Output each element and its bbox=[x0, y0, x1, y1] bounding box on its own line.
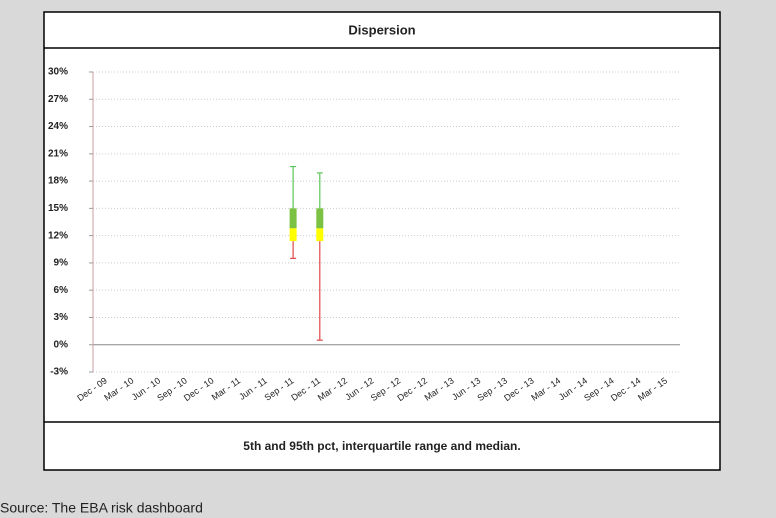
lower-box bbox=[316, 228, 324, 242]
chart-frame bbox=[43, 11, 721, 471]
y-tick-label: 24% bbox=[48, 121, 68, 132]
y-tick-label: 30% bbox=[48, 67, 68, 78]
y-tick-label: 15% bbox=[48, 203, 68, 214]
y-tick-label: 21% bbox=[48, 148, 68, 159]
upper-box bbox=[289, 208, 297, 229]
y-tick-label: 18% bbox=[48, 176, 68, 187]
caption: 5th and 95th pct, interquartile range an… bbox=[243, 439, 520, 453]
chart-title: Dispersion bbox=[348, 22, 415, 37]
y-tick-label: 27% bbox=[48, 94, 68, 105]
y-tick-label: -3% bbox=[50, 367, 68, 378]
y-tick-label: 3% bbox=[54, 312, 69, 323]
y-tick-label: 12% bbox=[48, 230, 68, 241]
y-tick-label: 9% bbox=[54, 258, 69, 269]
upper-box bbox=[316, 208, 324, 229]
y-tick-label: 6% bbox=[54, 285, 69, 296]
lower-box bbox=[289, 228, 297, 242]
y-tick-label: 0% bbox=[54, 339, 69, 350]
source: Source: The EBA risk dashboard bbox=[0, 500, 203, 516]
